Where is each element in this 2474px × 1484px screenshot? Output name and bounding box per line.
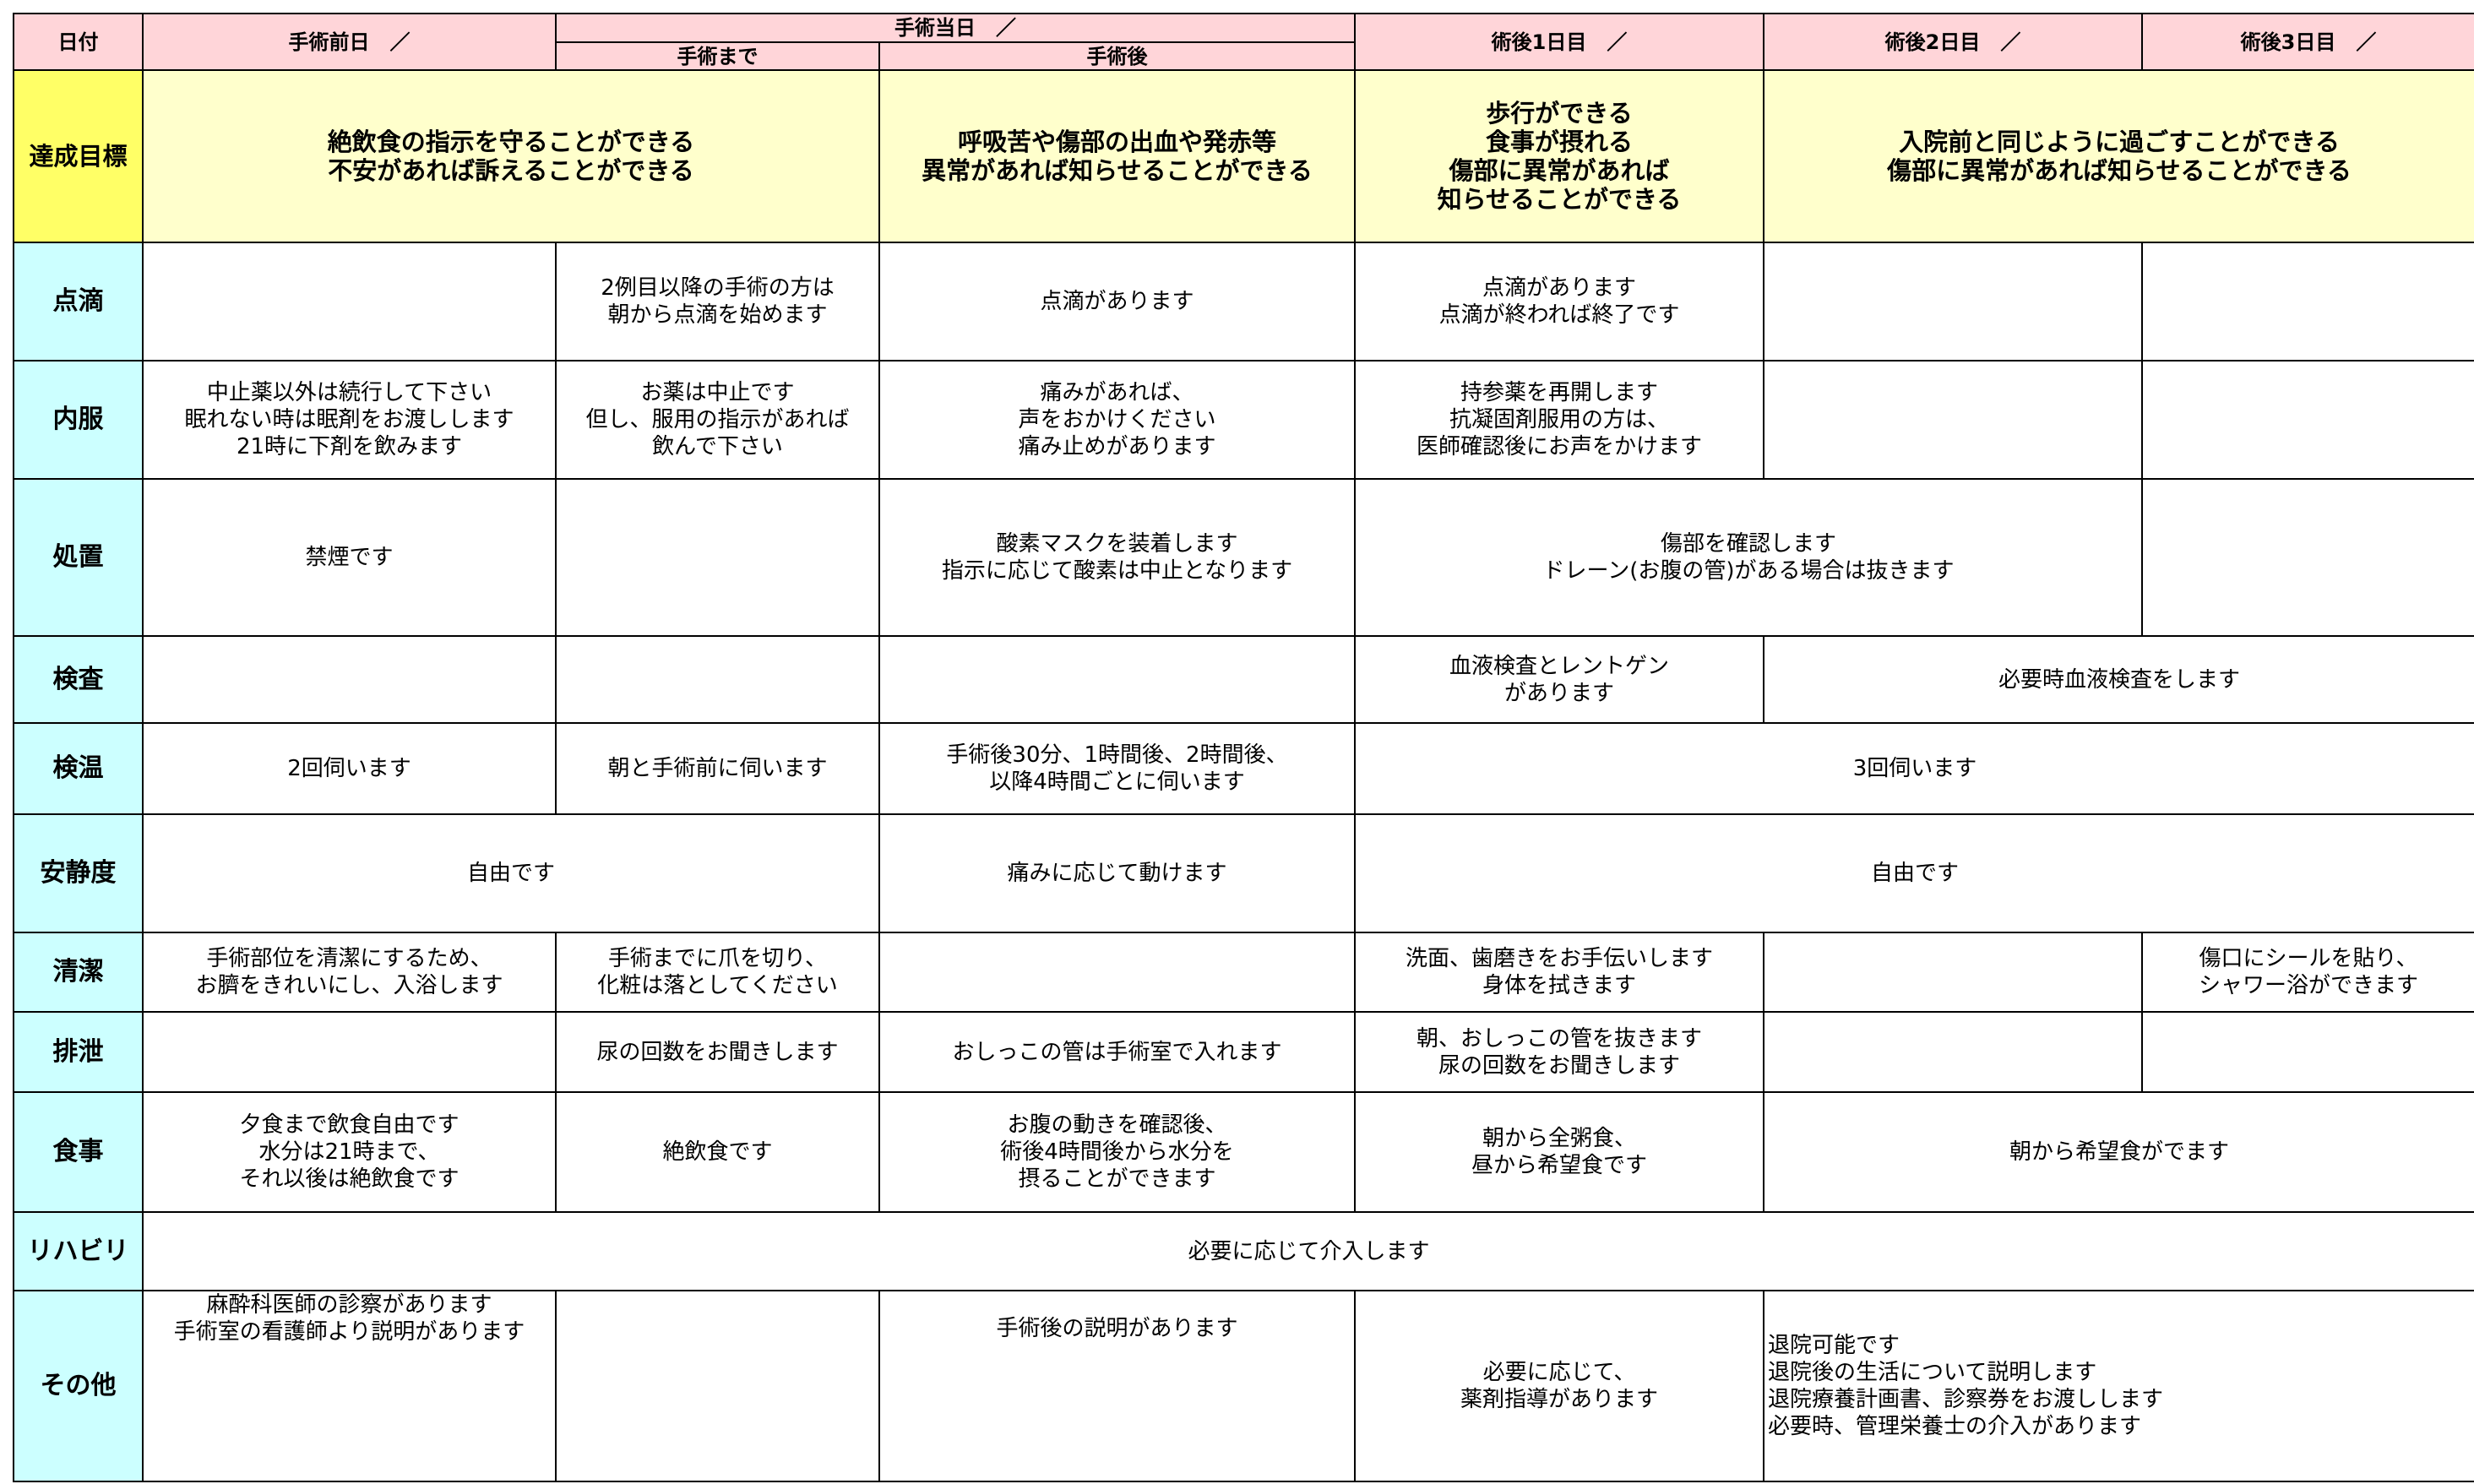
row-label: 検温 [13, 722, 144, 815]
cell [2141, 242, 2474, 361]
cell: 歩行ができる 食事が摂れる 傷部に異常があれば 知らせることができる [1354, 69, 1764, 243]
cell: 痛みがあれば、 声をおかけください 痛み止めがあります [878, 360, 1356, 480]
cell: 必要時血液検査をします [1763, 635, 2474, 724]
header-cell: 日付 [13, 13, 144, 71]
row-label: 食事 [13, 1091, 144, 1213]
cell: お薬は中止です 但し、服用の指示があれば 飲んで下さい [555, 360, 880, 480]
cell: 3回伺います [1354, 722, 2474, 815]
cell: 手術部位を清潔にするため、 お臍をきれいにし、入浴します [142, 932, 557, 1013]
row-label: 内服 [13, 360, 144, 480]
cell: 自由です [1354, 813, 2474, 933]
header-cell: 術後2日目 ／ [1763, 13, 2143, 71]
cell: 持参薬を再開します 抗凝固剤服用の方は、 医師確認後にお声をかけます [1354, 360, 1764, 480]
cell [555, 1290, 880, 1482]
cell: 朝と手術前に伺います [555, 722, 880, 815]
cell: 入院前と同じように過ごすことができる 傷部に異常があれば知らせることができる [1763, 69, 2474, 243]
cell [1763, 360, 2143, 480]
cell: 必要に応じて、 薬剤指導があります [1354, 1290, 1764, 1482]
header-cell: 術後3日目 ／ [2141, 13, 2474, 71]
cell [2141, 478, 2474, 637]
header-cell: 手術まで [555, 41, 880, 71]
cell: 呼吸苦や傷部の出血や発赤等 異常があれば知らせることができる [878, 69, 1356, 243]
cell [555, 635, 880, 724]
cell [1763, 242, 2143, 361]
cell [2141, 1011, 2474, 1093]
row-label: 検査 [13, 635, 144, 724]
row-label: 清潔 [13, 932, 144, 1013]
header-cell: 手術当日 ／ [555, 13, 1356, 43]
row-label: 排泄 [13, 1011, 144, 1093]
clinical-pathway-table: 日付 手術前日 ／ 手術当日 ／ 術後1日目 ／ 術後2日目 ／ 術後3日目 ／… [13, 13, 2474, 1482]
cell: 麻酔科医師の診察があります 手術室の看護師より説明があります [142, 1290, 557, 1482]
row-label: 点滴 [13, 242, 144, 361]
row-label: 達成目標 [13, 69, 144, 243]
cell: 手術後の説明があります [878, 1290, 1356, 1482]
cell: 絶飲食です [555, 1091, 880, 1213]
cell [878, 932, 1356, 1013]
cell: 禁煙です [142, 478, 557, 637]
cell: おしっこの管は手術室で入れます [878, 1011, 1356, 1093]
cell: 自由です [142, 813, 880, 933]
cell [2141, 360, 2474, 480]
row-label: 処置 [13, 478, 144, 637]
cell: 2例目以降の手術の方は 朝から点滴を始めます [555, 242, 880, 361]
cell: 2回伺います [142, 722, 557, 815]
cell [1763, 932, 2143, 1013]
cell: 手術後30分、1時間後、2時間後、 以降4時間ごとに伺います [878, 722, 1356, 815]
row-label: その他 [13, 1290, 144, 1482]
cell: 酸素マスクを装着します 指示に応じて酸素は中止となります [878, 478, 1356, 637]
cell [142, 635, 557, 724]
cell [142, 1011, 557, 1093]
cell: 夕食まで飲食自由です 水分は21時まで、 それ以後は絶飲食です [142, 1091, 557, 1213]
cell [142, 242, 557, 361]
row-label: リハビリ [13, 1211, 144, 1291]
cell: 朝から希望食がでます [1763, 1091, 2474, 1213]
row-label: 安静度 [13, 813, 144, 933]
cell: 尿の回数をお聞きします [555, 1011, 880, 1093]
cell: 傷部を確認します ドレーン(お腹の管)がある場合は抜きます [1354, 478, 2143, 637]
cell [555, 478, 880, 637]
cell: 痛みに応じて動けます [878, 813, 1356, 933]
cell [878, 635, 1356, 724]
cell: 洗面、歯磨きをお手伝いします 身体を拭きます [1354, 932, 1764, 1013]
cell: 傷口にシールを貼り、 シャワー浴ができます [2141, 932, 2474, 1013]
cell: 点滴があります 点滴が終われば終了です [1354, 242, 1764, 361]
cell [1763, 1011, 2143, 1093]
cell: 点滴があります [878, 242, 1356, 361]
cell: 必要に応じて介入します [142, 1211, 2474, 1291]
cell: 中止薬以外は続行して下さい 眠れない時は眠剤をお渡しします 21時に下剤を飲みま… [142, 360, 557, 480]
header-cell: 術後1日目 ／ [1354, 13, 1764, 71]
cell: お腹の動きを確認後、 術後4時間後から水分を 摂ることができます [878, 1091, 1356, 1213]
cell: 朝から全粥食、 昼から希望食です [1354, 1091, 1764, 1213]
header-cell: 手術前日 ／ [142, 13, 557, 71]
cell: 血液検査とレントゲン があります [1354, 635, 1764, 724]
cell: 手術までに爪を切り、 化粧は落としてください [555, 932, 880, 1013]
header-cell: 手術後 [878, 41, 1356, 71]
cell: 絶飲食の指示を守ることができる 不安があれば訴えることができる [142, 69, 880, 243]
cell: 退院可能です 退院後の生活について説明します 退院療養計画書、診察券をお渡ししま… [1763, 1290, 2474, 1482]
cell: 朝、おしっこの管を抜きます 尿の回数をお聞きします [1354, 1011, 1764, 1093]
